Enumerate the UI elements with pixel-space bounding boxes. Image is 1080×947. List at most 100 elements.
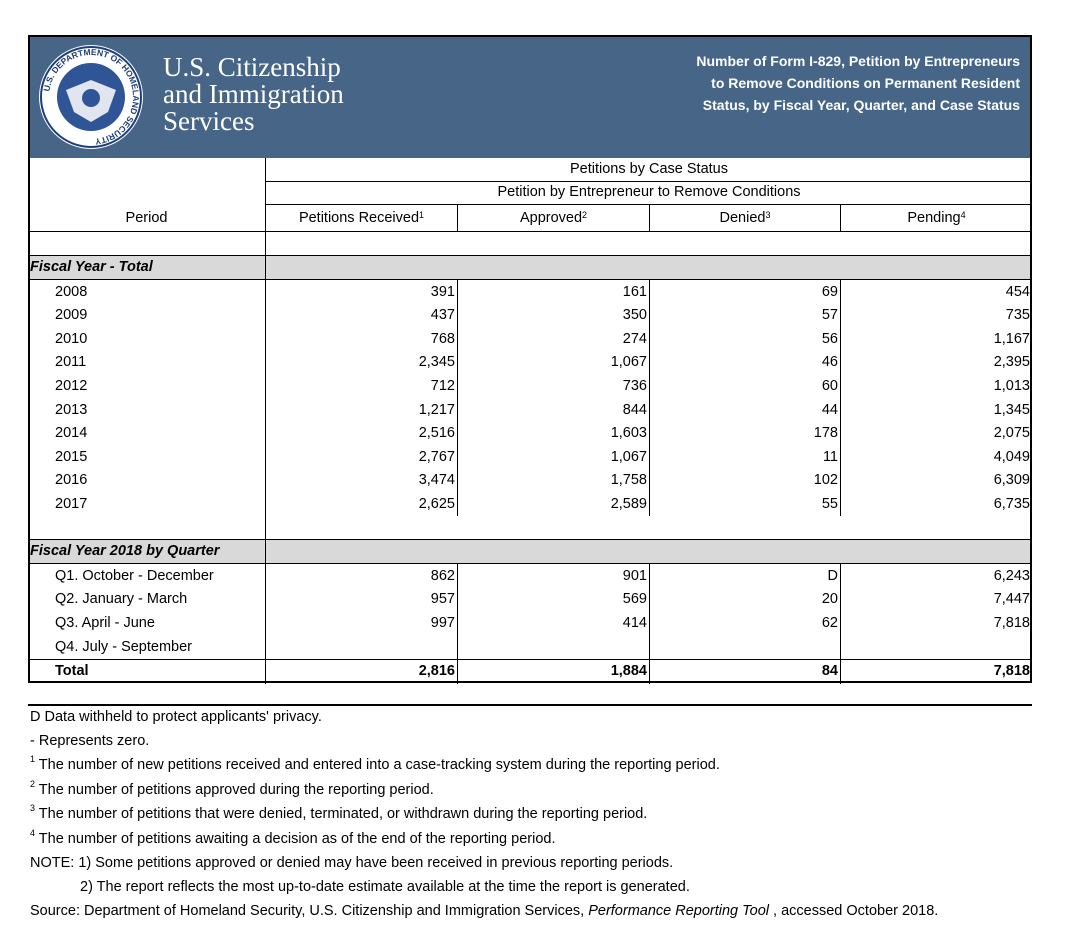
- data-row-cell: 862: [265, 564, 457, 588]
- data-row-cell: 4,049: [840, 445, 1032, 469]
- data-row-label: Q3. April - June: [55, 615, 155, 632]
- column-sup: 3: [765, 209, 771, 220]
- blank-cell: [265, 516, 1032, 540]
- agency-name: and Immigration: [163, 79, 344, 109]
- data-row-cell: 3,474: [265, 468, 457, 493]
- seal: U.S. DEPARTMENT OF HOMELAND SECURITY: [39, 45, 143, 149]
- data-row-cell: 1,758: [457, 468, 649, 493]
- data-row-cell: 6,309: [840, 468, 1032, 493]
- total-cell: 84: [649, 659, 840, 684]
- data-row-cell: [840, 635, 1032, 659]
- footnote-mark: -: [30, 733, 35, 749]
- total-label: Total: [55, 663, 89, 679]
- agency-name: Services: [163, 106, 255, 136]
- data-row-cell: 768: [265, 327, 457, 351]
- data-row-cell: 735: [840, 303, 1032, 328]
- column-header: Pending 4: [840, 205, 1032, 232]
- source-text: , accessed October 2018.: [769, 903, 939, 919]
- data-row-cell: 736: [457, 374, 649, 398]
- source-text: Source: Department of Homeland Security,…: [30, 903, 589, 919]
- data-row-cell: 437: [265, 303, 457, 328]
- data-row-cell: 44: [649, 398, 840, 422]
- data-row-label: 2017: [55, 495, 88, 512]
- report-title: Number of Form I-829, Petition by Entrep…: [696, 53, 1020, 69]
- data-row-cell: 2,516: [265, 421, 457, 446]
- data-row-cell: 1,217: [265, 398, 457, 422]
- data-row-cell: 161: [457, 280, 649, 304]
- column-sup: 4: [960, 209, 966, 220]
- note: NOTE: 1) Some petitions approved or deni…: [30, 855, 674, 871]
- data-row-cell: 1,167: [840, 327, 1032, 351]
- data-row-cell: [265, 635, 457, 659]
- blank-row: [28, 232, 1032, 256]
- group-header: Petitions by Case Status: [265, 158, 1032, 182]
- footnote-mark: 2: [30, 778, 36, 789]
- data-row-cell: D: [649, 564, 840, 588]
- data-row-cell: 2,395: [840, 350, 1032, 375]
- data-row-cell: [649, 635, 840, 659]
- total-cell: 1,884: [457, 659, 649, 684]
- data-row-cell: 7,447: [840, 587, 1032, 612]
- period-header: Period: [28, 205, 265, 232]
- footnote-text: The number of petitions awaiting a decis…: [38, 830, 556, 847]
- data-row-cell: 414: [457, 611, 649, 636]
- column-header: Denied 3: [649, 205, 840, 232]
- column-label: Approved: [519, 209, 583, 226]
- agency-name: U.S. Citizenship: [163, 52, 341, 82]
- data-row-cell: 844: [457, 398, 649, 422]
- footnote-mark: 1: [30, 754, 36, 764]
- data-row-cell: 1,345: [840, 398, 1032, 422]
- data-row-cell: 274: [457, 327, 649, 351]
- column-label: Pending: [907, 209, 961, 226]
- data-row-cell: 997: [265, 611, 457, 636]
- data-row-cell: 6,243: [840, 564, 1032, 588]
- footnote-text: The number of petitions that were denied…: [38, 806, 648, 822]
- table-frame: [28, 35, 1032, 683]
- subgroup-header: Petition by Entrepreneur to Remove Condi…: [265, 181, 1032, 205]
- footnote-text: Represents zero.: [38, 733, 150, 749]
- data-row-cell: 2,767: [265, 445, 457, 469]
- footnote: D Data withheld to protect applicants' p…: [30, 710, 322, 725]
- section-divider: [265, 256, 266, 280]
- blank-row: [28, 516, 1032, 540]
- section-divider: [265, 540, 266, 564]
- total-cell: 7,818: [840, 659, 1032, 684]
- data-row-cell: 2,345: [265, 350, 457, 375]
- data-row-cell: 1,067: [457, 445, 649, 469]
- data-row-cell: 11: [649, 445, 840, 469]
- data-row-cell: 454: [840, 280, 1032, 304]
- note: 2) The report reflects the most up-to-da…: [80, 879, 690, 895]
- data-row-label: 2011: [55, 354, 87, 371]
- data-row-cell: 20: [649, 587, 840, 612]
- footnote-mark: D: [30, 709, 41, 725]
- data-row-cell: 57: [649, 303, 840, 328]
- data-row-cell: 7,818: [840, 611, 1032, 636]
- column-sup: 1: [419, 209, 425, 220]
- data-row-cell: 569: [457, 587, 649, 612]
- column-header: Approved 2: [457, 205, 649, 232]
- data-row-label: 2010: [55, 330, 88, 347]
- data-row-label: Q2. January - March: [55, 591, 188, 608]
- data-row-label: 2012: [55, 377, 88, 394]
- data-row-cell: 350: [457, 303, 649, 328]
- data-row-cell: 2,589: [457, 492, 649, 516]
- report-title: to Remove Conditions on Permanent Reside…: [711, 75, 1020, 91]
- column-label: Petitions Received: [298, 209, 420, 226]
- column-header: Petitions Received 1: [265, 205, 457, 232]
- data-row-cell: 69: [649, 280, 840, 304]
- data-row-cell: 391: [265, 280, 457, 304]
- data-row-cell: 56: [649, 327, 840, 351]
- footnote: 2 The number of petitions approved durin…: [30, 779, 434, 798]
- data-row-cell: 1,067: [457, 350, 649, 375]
- report-title: Status, by Fiscal Year, Quarter, and Cas…: [702, 97, 1020, 113]
- data-row-cell: 957: [265, 587, 457, 612]
- data-row-cell: 2,625: [265, 492, 457, 516]
- data-row-cell: 1,013: [840, 374, 1032, 398]
- column-sup: 2: [582, 209, 588, 220]
- data-row-label: 2013: [55, 401, 88, 418]
- data-row-label: Q1. October - December: [55, 567, 214, 584]
- blank-cell: [265, 232, 1032, 256]
- source-italic: Performance Reporting Tool: [588, 903, 770, 919]
- footnote-text: Data withheld to protect applicants' pri…: [44, 709, 322, 725]
